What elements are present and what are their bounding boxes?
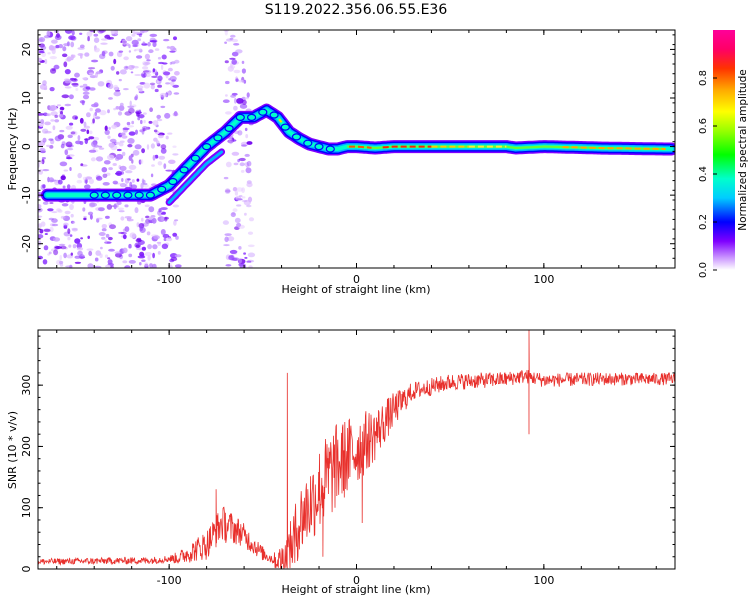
y-tick-label: 100 <box>20 497 33 518</box>
ridge-bead <box>134 191 144 199</box>
x-tick-label: 0 <box>353 273 360 286</box>
ridge-bead <box>258 108 268 116</box>
snr-series-line <box>38 330 675 569</box>
ridge-bead <box>280 123 290 131</box>
snr-ticks: -100 0 100 0 100 200 300 <box>20 330 675 587</box>
ridge-bead <box>145 191 155 199</box>
ridge-bead <box>247 113 257 122</box>
colorbar-label: Normalized spectral amplitude <box>737 69 749 230</box>
ridge-bead <box>89 191 99 199</box>
colorbar: 0.0 0.2 0.4 0.6 0.8 Normalized spectral ampl… <box>698 30 749 278</box>
colorbar-tick-label: 0.8 <box>698 70 709 86</box>
ridge-bead <box>213 134 223 142</box>
spectrogram-x-axis-label: Height of straight line (km) <box>281 283 430 296</box>
y-tick-label: 10 <box>20 91 33 105</box>
ridge-bead <box>123 191 133 199</box>
colorbar-gradient <box>713 30 735 270</box>
snr-panel: -100 0 100 0 100 200 300 Height of straight li… <box>6 329 676 596</box>
ridge-branch-inner <box>167 150 224 204</box>
ridge-bead <box>235 113 245 122</box>
y-tick-label: 300 <box>20 375 33 396</box>
y-tick-label: 200 <box>20 436 33 457</box>
colorbar-tick-label: 0.4 <box>698 166 709 182</box>
x-tick-label: -100 <box>157 273 182 286</box>
x-tick-label: 0 <box>353 574 360 587</box>
ridge-hot-segment <box>349 145 372 149</box>
ridge-hot-core <box>271 112 666 151</box>
ridge-bead <box>314 143 324 151</box>
y-tick-label: 0 <box>20 566 33 573</box>
y-tick-label: 0 <box>20 143 33 150</box>
ridge-bead <box>179 166 189 174</box>
ridge-bead <box>190 154 200 162</box>
ridge-bead <box>325 145 335 153</box>
ridge-bead <box>168 177 178 186</box>
colorbar-ticks: 0.0 0.2 0.4 0.6 0.8 <box>698 70 717 278</box>
colorbar-tick-label: 0.2 <box>698 214 709 230</box>
colorbar-tick-label: 0.0 <box>698 262 709 278</box>
ridge-bead <box>100 191 111 199</box>
y-tick-label: -20 <box>20 235 33 253</box>
spectrogram-image <box>38 30 675 268</box>
y-tick-label: 20 <box>20 42 33 56</box>
ridge-bead <box>157 185 167 193</box>
colorbar-tick-label: 0.6 <box>698 118 709 134</box>
ridge-bead <box>202 143 212 151</box>
ridge-bead <box>269 111 279 119</box>
x-tick-label: 100 <box>533 574 554 587</box>
snr-line-area <box>38 330 675 569</box>
snr-y-axis-label: SNR (10 * v/v) <box>6 411 19 489</box>
figure-title: S119.2022.356.06.55.E36 <box>265 2 448 18</box>
x-tick-label: -100 <box>157 574 182 587</box>
ridge-bead <box>224 124 234 132</box>
y-tick-label: -10 <box>20 186 33 204</box>
ridge-beads <box>89 108 335 199</box>
ridge-hot-segment <box>382 145 432 149</box>
ridge-bead <box>303 139 313 147</box>
spectrogram-y-axis-label: Frequency (Hz) <box>6 108 19 191</box>
snr-axes-frame <box>37 329 676 570</box>
x-tick-label: 100 <box>533 273 554 286</box>
ridge-bead <box>112 191 122 199</box>
ridge-bead <box>291 133 302 141</box>
snr-x-axis-label: Height of straight line (km) <box>281 583 430 596</box>
ridge-hot-segment <box>562 146 666 150</box>
